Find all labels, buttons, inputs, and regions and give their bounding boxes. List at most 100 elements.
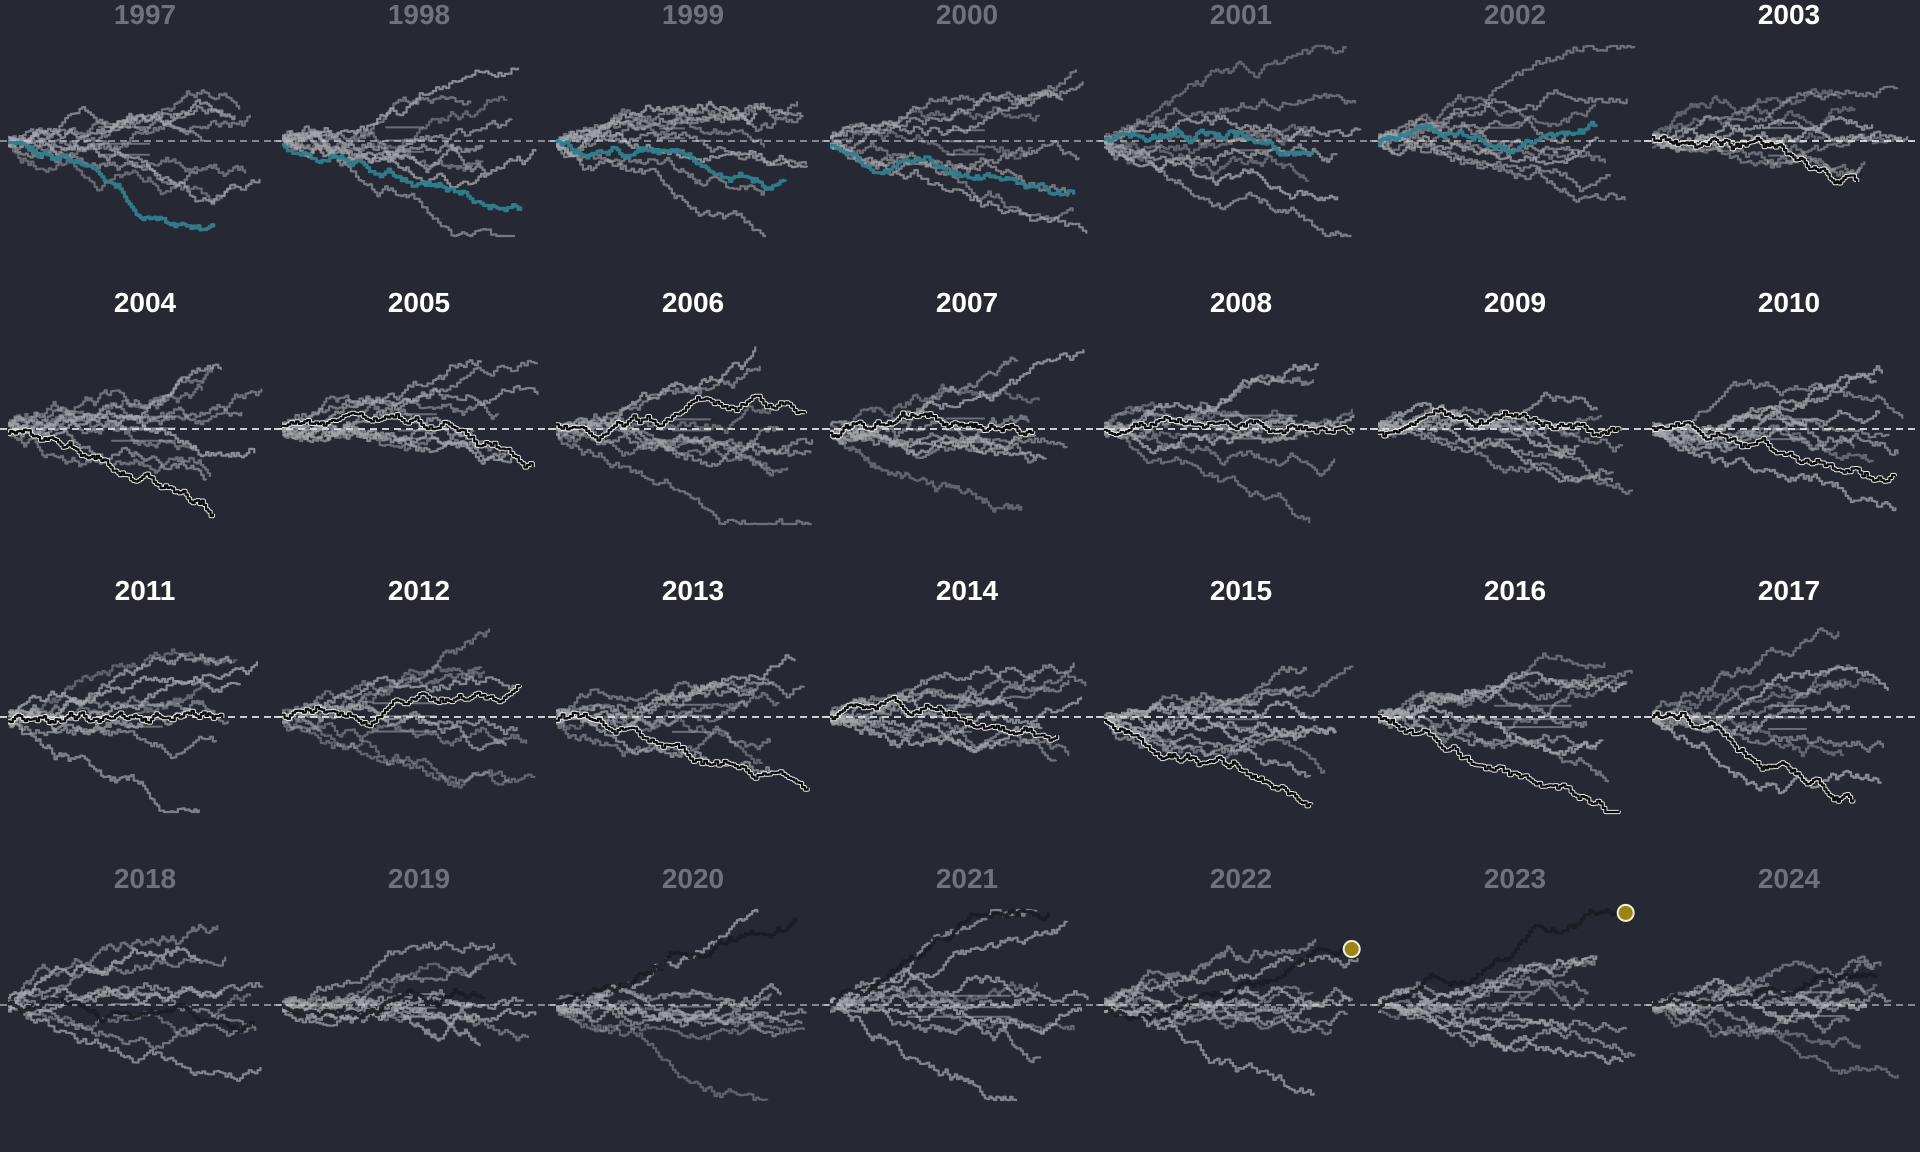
panel-2016: 2016	[1370, 575, 1652, 864]
panel-title-2013: 2013	[661, 575, 725, 606]
panel-plot-2022	[1096, 938, 1378, 1096]
panel-2006: 2006	[548, 288, 830, 576]
series-line-2010-6	[1652, 409, 1899, 456]
panel-1997: 1997	[0, 0, 282, 288]
highlight-line-2004	[8, 428, 214, 518]
panel-plot-2019	[274, 940, 556, 1047]
highlight-line-2002	[1378, 120, 1598, 155]
series-line-2011-8	[8, 653, 232, 719]
highlight-line-2011	[8, 709, 224, 725]
series-line-2000-6	[830, 106, 1041, 138]
panel-plot-2003	[1644, 85, 1920, 186]
series-line-2021-2	[830, 1006, 1018, 1102]
panel-title-2008: 2008	[1209, 287, 1273, 318]
series-line-2022-7	[1104, 986, 1325, 1024]
series-line-2021-4	[830, 974, 1089, 1011]
highlight-line-2005	[282, 411, 534, 469]
panel-2004: 2004	[0, 288, 282, 576]
panel-title-2015: 2015	[1209, 575, 1273, 606]
panel-title-2018: 2018	[113, 863, 177, 894]
highlight-line-2018	[8, 997, 255, 1034]
panel-2015: 2015	[1096, 575, 1378, 864]
series-line-2008-7	[1104, 428, 1336, 477]
end-marker-2023	[1616, 903, 1635, 922]
series-line-2001-6	[1104, 114, 1362, 146]
highlight-line-2023	[1378, 908, 1628, 1010]
series-line-2014-3	[830, 675, 1070, 713]
series-line-2023-7	[1378, 999, 1636, 1058]
panel-2014: 2014	[822, 576, 1104, 864]
series-line-2000-4	[830, 81, 1084, 138]
panel-title-2002: 2002	[1483, 0, 1547, 30]
series-line-1998-9	[282, 131, 484, 172]
panel-title-2011: 2011	[114, 575, 176, 606]
series-line-2002-9	[1378, 133, 1626, 203]
series-line-2021-6	[830, 999, 1083, 1035]
series-line-2023-4	[1378, 957, 1596, 1004]
panel-2007: 2007	[822, 288, 1104, 576]
series-line-2002-7	[1378, 134, 1606, 164]
series-line-2017-2	[1652, 718, 1882, 795]
series-line-2011-9	[8, 661, 258, 717]
series-line-2000-1	[830, 69, 1078, 152]
series-line-2015-5	[1104, 715, 1312, 778]
series-line-2024-7	[1652, 1003, 1899, 1079]
panel-2008: 2008	[1096, 287, 1378, 576]
series-line-1997-5	[8, 142, 236, 206]
panel-plot-2015	[1096, 665, 1378, 809]
panel-title-2012: 2012	[387, 575, 451, 606]
series-line-2018-3	[8, 923, 219, 1012]
highlight-line-2017	[1652, 711, 1855, 803]
series-line-2001-3	[1104, 44, 1347, 141]
highlight-line-1997	[8, 140, 216, 232]
series-line-1999-2	[556, 145, 766, 238]
series-line-2007-6	[830, 434, 1068, 459]
panel-plot-2001	[1096, 44, 1378, 238]
series-line-2017-1	[1652, 627, 1840, 715]
highlight-line-2014	[830, 696, 1059, 742]
series-line-2002-2	[1378, 129, 1611, 193]
series-line-2006-9	[556, 424, 789, 477]
highlight-line-2024	[1652, 972, 1879, 1007]
panel-title-2016: 2016	[1483, 575, 1547, 606]
series-line-2014-9	[830, 718, 1043, 753]
panel-2017: 2017	[1644, 576, 1920, 864]
highlight-line-2003	[1652, 135, 1859, 185]
series-line-2001-5	[1104, 141, 1352, 238]
series-line-2003-8	[1652, 85, 1899, 141]
highlight-line-2015	[1104, 718, 1313, 808]
series-line-1998-8	[282, 125, 484, 174]
series-line-1997-4	[8, 114, 251, 153]
highlight-line-2007	[830, 411, 1035, 439]
panel-plot-2018	[0, 923, 282, 1082]
panel-2003: 2003	[1644, 0, 1920, 288]
series-line-2024-5	[1652, 1005, 1861, 1049]
series-line-2004-8	[8, 403, 243, 437]
series-line-2009-9	[1378, 422, 1614, 478]
series-line-2002-8	[1378, 94, 1596, 141]
panel-plot-2021	[822, 908, 1104, 1102]
highlight-line-2001	[1104, 127, 1314, 157]
panel-title-2005: 2005	[387, 287, 451, 318]
series-line-2012-2	[282, 716, 510, 789]
panel-2012: 2012	[274, 575, 556, 864]
highlight-line-2000	[830, 143, 1076, 197]
series-line-2007-8	[830, 356, 1019, 442]
series-line-2003-6	[1652, 115, 1874, 147]
series-line-2013-9	[556, 691, 781, 729]
series-line-2022-1	[1104, 938, 1317, 1005]
series-line-2012-8	[282, 664, 485, 731]
panel-2001: 2001	[1096, 0, 1378, 288]
series-line-2020-2	[556, 1005, 769, 1102]
series-line-1997-8	[8, 105, 224, 148]
panel-title-2022: 2022	[1209, 863, 1273, 894]
series-line-2003-3	[1652, 118, 1909, 149]
series-line-2019-3	[282, 940, 495, 1014]
panel-title-2003: 2003	[1757, 0, 1821, 30]
series-line-2018-9	[8, 986, 223, 1016]
series-line-2008-2	[1104, 430, 1311, 524]
panel-plot-2002	[1370, 44, 1652, 203]
highlight-line-2021	[830, 908, 1050, 1007]
panel-plot-2020	[548, 908, 830, 1102]
